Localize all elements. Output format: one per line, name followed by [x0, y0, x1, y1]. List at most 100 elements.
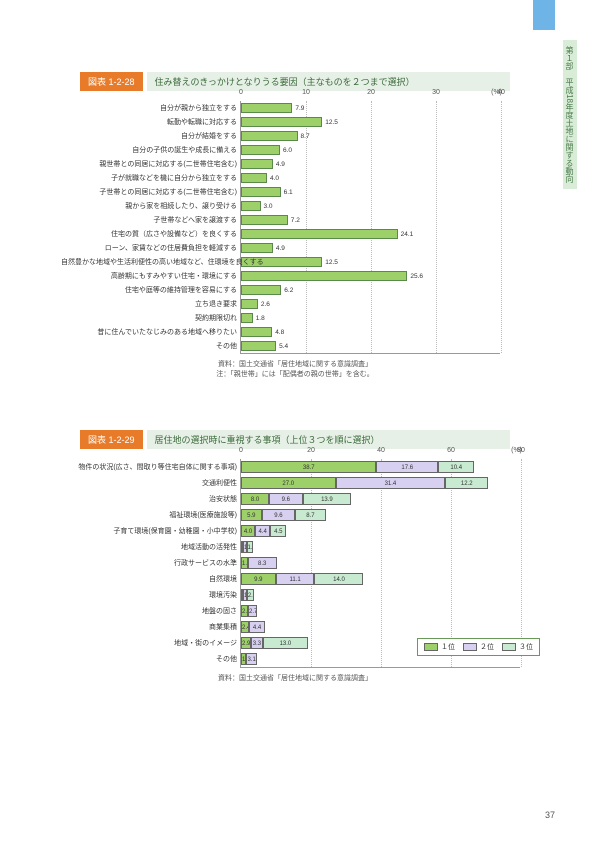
chart1-header: 図表 1-2-28 住み替えのきっかけとなりうる要因（主なものを２つまで選択）: [80, 72, 510, 91]
chart2-row-label: 行政サービスの水準: [61, 558, 241, 568]
chart1-bar: [241, 229, 398, 239]
chart2-seg-rank2: 17.6: [376, 461, 438, 473]
chart2-seg-rank3: 13.9: [303, 493, 352, 505]
chart2-tick: 80: [517, 447, 525, 454]
chart2-row-label: 治安状態: [61, 494, 241, 504]
chart1-row-label: 転勤や転職に対応する: [61, 117, 241, 127]
legend-item: ２位: [463, 642, 494, 652]
chart2-seg-rank2: 9.6: [269, 493, 303, 505]
chart1-bar-value: 7.9: [295, 105, 304, 112]
chart1-row-label: 自分が結婚をする: [61, 131, 241, 141]
chart2-row-label: 自然環境: [61, 574, 241, 584]
chart1-bar-value: 25.6: [410, 273, 423, 280]
chart2-row: 地盤の固さ2.02.7: [241, 603, 520, 619]
chart1-row: 親世帯との同居に対応する(二世帯住宅含む)4.9: [241, 157, 500, 171]
legend-swatch: [502, 643, 516, 651]
chart1-bar-value: 5.4: [279, 343, 288, 350]
chart2-seg-rank1: 5.9: [241, 509, 262, 521]
chart1-bar: [241, 215, 288, 225]
chart2-seg-rank1: 9.9: [241, 573, 276, 585]
chart2-seg-rank2: 9.6: [262, 509, 296, 521]
chart1-row: 高齢期にもすみやすい住宅・環境にする25.6: [241, 269, 500, 283]
chart2-header: 図表 1-2-29 居住地の選択時に重視する事項（上位３つを順に選択）: [80, 430, 510, 449]
chart2-seg-rank1: 38.7: [241, 461, 376, 473]
chart2-seg-rank1: 1.9: [241, 557, 248, 569]
section-chart-2: 図表 1-2-29 居住地の選択時に重視する事項（上位３つを順に選択） (%) …: [80, 430, 510, 684]
chart1-row: 子世帯との同居に対応する(二世帯住宅含む)6.1: [241, 185, 500, 199]
chart2-row: 治安状態8.09.613.9: [241, 491, 520, 507]
chart1-row-label: 子が就職などを機に自分から独立をする: [61, 173, 241, 183]
chart1-row: 自分の子供の誕生や成長に備える6.0: [241, 143, 500, 157]
chart1-row: 親から家を相続したり、譲り受ける3.0: [241, 199, 500, 213]
chart2-seg-rank1: 2.9: [241, 637, 251, 649]
chart2-row: 自然環境9.911.114.0: [241, 571, 520, 587]
chart2-tick: 60: [447, 447, 455, 454]
chart2-row: 商業集積2.44.4: [241, 619, 520, 635]
chart1-tick: 40: [497, 89, 505, 96]
chart1-row: 住宅や庭等の維持管理を容易にする6.2: [241, 283, 500, 297]
chart2-seg-rank1: 2.4: [241, 621, 249, 633]
chart2-footnote: 資料：国土交通省「居住地域に関する意識調査」: [80, 674, 510, 684]
legend-item: １位: [424, 642, 455, 652]
chart2-seg-rank1: 2.0: [241, 605, 248, 617]
chart1-row-label: 昔に住んでいたなじみのある地域へ移りたい: [61, 327, 241, 337]
chart1-bar-value: 3.0: [264, 203, 273, 210]
chart2-tick: 20: [307, 447, 315, 454]
chart2-row: 地域活動の活発性0.31.01.8: [241, 539, 520, 555]
chart2-seg-rank2: 31.4: [336, 477, 446, 489]
chart1-badge: 図表 1-2-28: [80, 72, 143, 91]
chart1-row: その他5.4: [241, 339, 500, 353]
chart1-tick: 10: [302, 89, 310, 96]
chart1-row: ローン、家賃などの住居費負担を軽減する4.9: [241, 241, 500, 255]
chart1-bar: [241, 341, 276, 351]
chart2-row-label: 地域・街のイメージ: [61, 638, 241, 648]
chart2-seg-rank3: 12.2: [445, 477, 488, 489]
chart1-row-label: 親世帯との同居に対応する(二世帯住宅含む): [61, 159, 241, 169]
chart2-row: 行政サービスの水準1.98.3: [241, 555, 520, 571]
chart1-row-label: 子世帯などへ家を譲渡する: [61, 215, 241, 225]
chart1-bar: [241, 243, 273, 253]
chart2-row-label: 地域活動の活発性: [61, 542, 241, 552]
section-chart-1: 図表 1-2-28 住み替えのきっかけとなりうる要因（主なものを２つまで選択） …: [80, 72, 510, 380]
chart2-row: 交通利便性27.031.412.2: [241, 475, 520, 491]
chart1-bar-value: 7.2: [291, 217, 300, 224]
chart2-seg-rank3: 14.0: [314, 573, 363, 585]
chart2-plot: (%) 020406080物件の状況(広さ、間取り等住宅自体に関する事項)38.…: [240, 459, 520, 668]
chart1-bar-value: 2.6: [261, 301, 270, 308]
chart1-row-label: 自分の子供の誕生や成長に備える: [61, 145, 241, 155]
chart1-bar: [241, 299, 258, 309]
chart1-bar: [241, 285, 281, 295]
chart1-bar-value: 24.1: [401, 231, 414, 238]
chart1-row-label: 立ち退き要求: [61, 299, 241, 309]
chart1-bar-value: 12.5: [325, 119, 338, 126]
chart1-row: 子が就職などを機に自分から独立をする4.0: [241, 171, 500, 185]
chart2-row-label: 環境汚染: [61, 590, 241, 600]
chart1-bar-value: 1.8: [256, 315, 265, 322]
chart2-row: 子育て環境(保育園・幼稚園・小中学校)4.04.44.5: [241, 523, 520, 539]
chart1-bar: [241, 187, 281, 197]
chart1-bar: [241, 201, 261, 211]
chart2-row: 環境汚染0.31.12.1: [241, 587, 520, 603]
chart1-bar: [241, 117, 322, 127]
chart2-legend: １位２位３位: [417, 638, 540, 656]
chart1-row-label: その他: [61, 341, 241, 351]
chart2-row-label: 福祉環境(医療施設等): [61, 510, 241, 520]
chart2-seg-rank2: 4.4: [255, 525, 270, 537]
chart2-seg-rank3: 8.7: [295, 509, 325, 521]
chart1-row-label: ローン、家賃などの住居費負担を軽減する: [61, 243, 241, 253]
chart1-bar: [241, 313, 253, 323]
chart2-seg-rank2: 3.3: [251, 637, 263, 649]
chart1-bar: [241, 173, 267, 183]
chart2-seg-rank3: 1.8: [247, 541, 253, 553]
chart2-seg-rank1: 4.0: [241, 525, 255, 537]
chart2-seg-rank2: 2.7: [248, 605, 257, 617]
chart2-row-label: 物件の状況(広さ、間取り等住宅自体に関する事項): [61, 462, 241, 472]
chart1-row: 自分が結婚をする8.7: [241, 129, 500, 143]
chart1-bar: [241, 327, 272, 337]
chart1-bar-value: 6.1: [284, 189, 293, 196]
chart2-seg-rank3: 10.4: [438, 461, 474, 473]
chart1-row-label: 住宅の質（広さや設備など）を良くする: [61, 229, 241, 239]
chart2-tick: 40: [377, 447, 385, 454]
chart2-row-label: その他: [61, 654, 241, 664]
chart1-row: 転勤や転職に対応する12.5: [241, 115, 500, 129]
